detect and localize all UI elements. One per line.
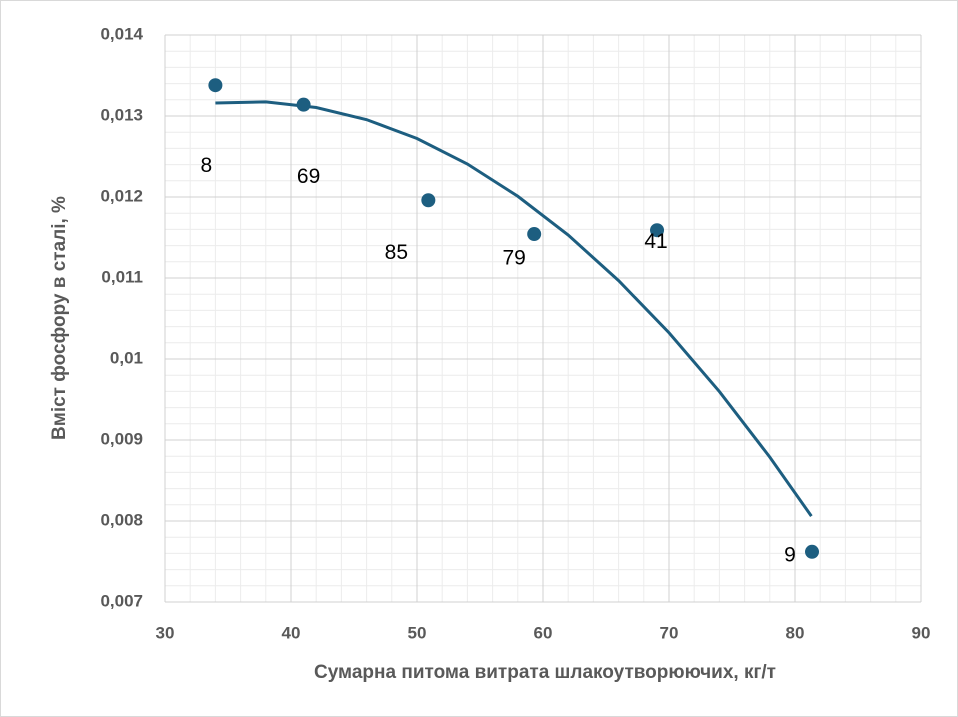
x-tick-label: 70 xyxy=(660,623,679,642)
y-tick-label: 0,011 xyxy=(101,267,143,286)
x-tick-label: 80 xyxy=(786,623,805,642)
data-label: 69 xyxy=(297,165,320,188)
trendline xyxy=(215,100,813,518)
x-tick-label: 30 xyxy=(156,623,175,642)
point xyxy=(296,97,311,112)
y-tick-label: 0,008 xyxy=(100,510,143,529)
point xyxy=(650,223,665,238)
x-axis-label: Сумарна питома витрата шлакоутворюючих, … xyxy=(314,662,776,683)
y-tick-label: 0,014 xyxy=(100,24,143,43)
y-tick-label: 0,01 xyxy=(110,348,143,367)
data-label: 41 xyxy=(644,230,667,253)
y-axis-label: Вміст фосфору в сталі, % xyxy=(49,196,70,440)
point xyxy=(805,544,820,559)
data-label: 8 xyxy=(201,154,213,177)
y-tick-label: 0,009 xyxy=(100,429,143,448)
y-tick-label: 0,012 xyxy=(100,186,143,205)
data-label: 79 xyxy=(503,247,526,270)
y-tick-label: 0,007 xyxy=(100,591,143,610)
data-label: 85 xyxy=(385,241,408,264)
point xyxy=(208,78,223,93)
x-tick-label: 50 xyxy=(408,623,427,642)
point xyxy=(421,193,436,208)
x-tick-label: 60 xyxy=(534,623,553,642)
point xyxy=(527,227,542,242)
data-label: 9 xyxy=(784,543,796,566)
x-tick-label: 40 xyxy=(282,623,301,642)
y-tick-label: 0,013 xyxy=(100,105,143,124)
x-tick-label: 90 xyxy=(912,623,931,642)
